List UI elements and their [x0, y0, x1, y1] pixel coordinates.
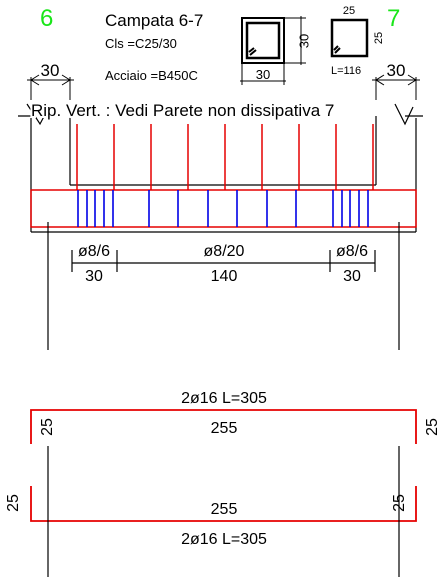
stirrup-top-dim: 25	[343, 5, 355, 17]
stirrup-shape: 25 25 L=116	[330, 5, 385, 77]
beam-elevation	[18, 103, 423, 233]
bottom-bar-length: 255	[211, 501, 238, 518]
zone-2-length: 140	[211, 268, 238, 285]
cross-section: 30 30	[240, 16, 311, 85]
top-bar-length: 255	[211, 420, 238, 437]
wall-vertical-bars	[76, 124, 374, 190]
top-bar-shape	[30, 409, 417, 444]
stirrups	[77, 190, 369, 227]
stirrup-zones-dimension: ø8/6 30 ø8/20 140 ø8/6 30	[71, 243, 376, 285]
stirrup-side-dim: 25	[373, 32, 385, 44]
top-bar-schedule: 2ø16 L=305 255 25 25	[30, 390, 441, 444]
zone-3-length: 30	[343, 268, 361, 285]
top-bar-hook-left: 25	[39, 418, 56, 436]
stirrup-length: L=116	[331, 65, 361, 77]
zone-2-spacing: ø8/20	[204, 243, 245, 260]
bottom-bar-hook-left: 25	[5, 494, 22, 512]
steel-class: Acciaio =B450C	[105, 68, 198, 83]
support-right-dimension: 30	[372, 61, 420, 100]
top-bar-hook-right: 25	[424, 418, 441, 436]
section-height: 30	[296, 34, 311, 48]
bar-extension-lines	[47, 446, 400, 577]
zone-1-length: 30	[85, 268, 103, 285]
bottom-bar-schedule: 255 2ø16 L=305 25 25	[5, 486, 417, 548]
section-width: 30	[256, 67, 270, 82]
vertical-reinforcement-note: Rip. Vert. : Vedi Parete non dissipativa…	[31, 101, 334, 120]
beam-outline	[30, 189, 417, 228]
support-right-width: 30	[387, 61, 406, 80]
bottom-bar-hook-right: 25	[391, 494, 408, 512]
concrete-class: Cls =C25/30	[105, 36, 177, 51]
zone-1-spacing: ø8/6	[78, 243, 110, 260]
span-title: Campata 6-7	[105, 11, 203, 30]
support-left-number: 6	[40, 5, 53, 32]
top-bar-label: 2ø16 L=305	[181, 390, 267, 407]
support-right-number: 7	[387, 5, 400, 32]
bottom-bar-label: 2ø16 L=305	[181, 531, 267, 548]
support-left-width: 30	[41, 61, 60, 80]
zone-3-spacing: ø8/6	[336, 243, 368, 260]
bottom-bar-shape	[30, 486, 417, 522]
support-left-dimension: 30	[27, 61, 74, 100]
